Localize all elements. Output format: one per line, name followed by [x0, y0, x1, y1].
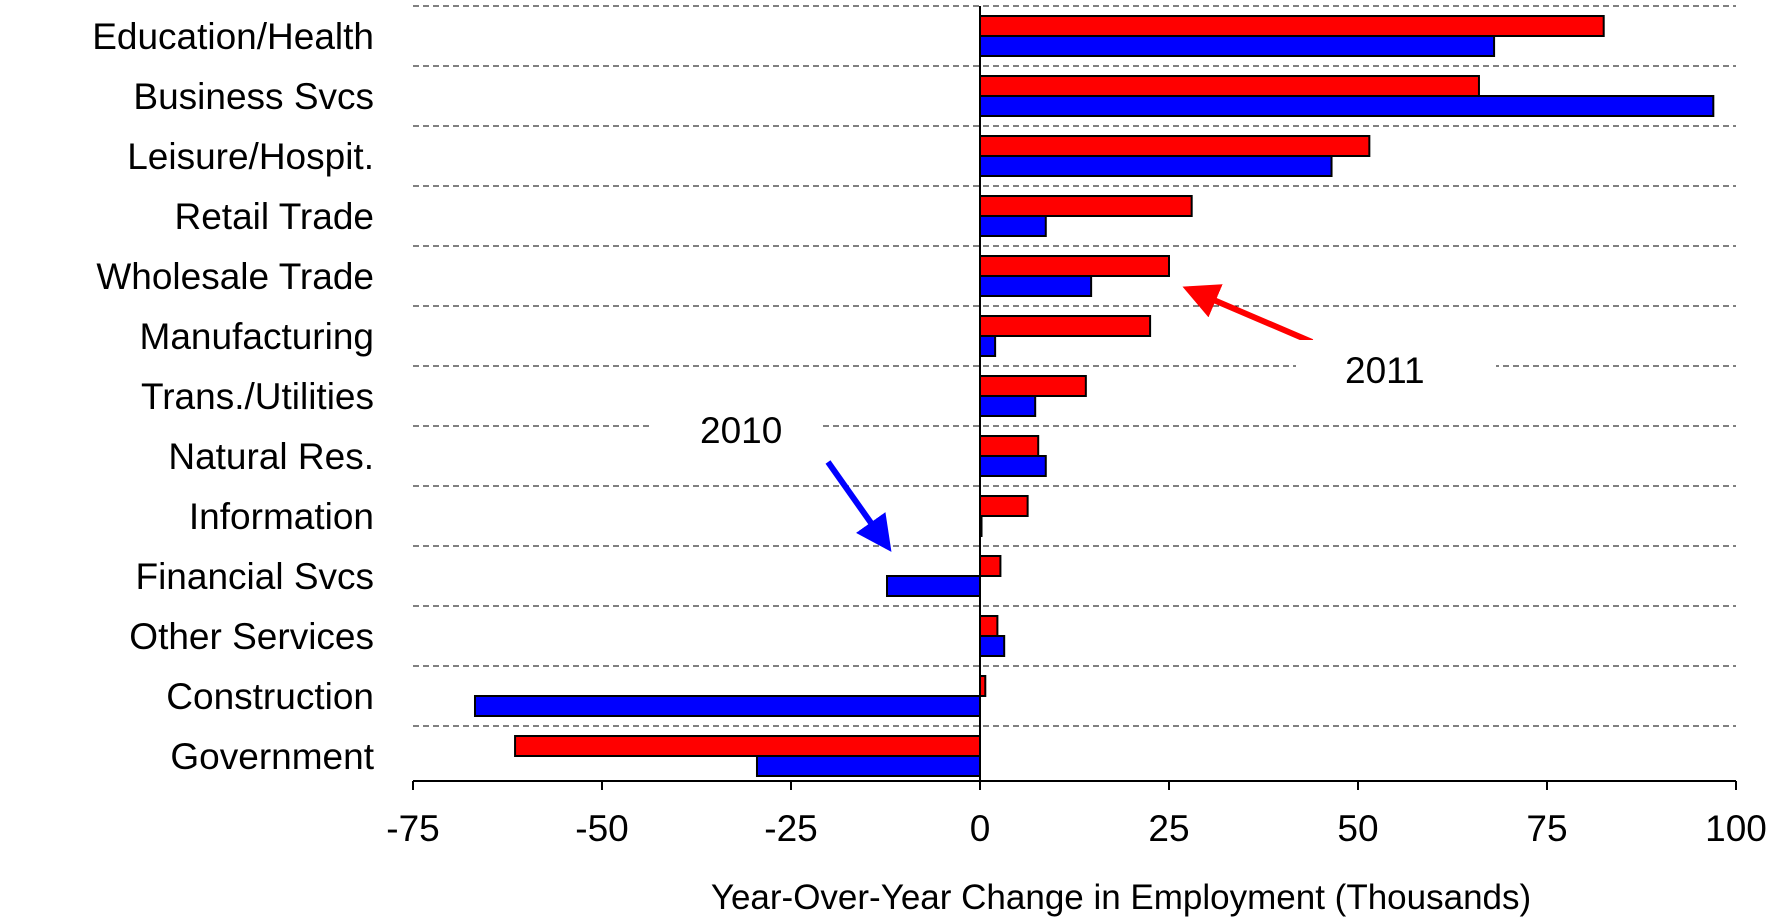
x-tick-label: -25: [764, 808, 817, 849]
category-label: Wholesale Trade: [96, 256, 374, 297]
category-label: Education/Health: [92, 16, 374, 57]
x-tick-label: -50: [575, 808, 628, 849]
bar-2011-retail-trade: [979, 195, 1193, 217]
bar-2010-leisure-hospit-: [979, 155, 1333, 177]
bar-2011-information: [979, 495, 1029, 517]
x-axis-title: Year-Over-Year Change in Employment (Tho…: [711, 878, 1531, 917]
annotation-2011-text: 2011: [1345, 350, 1425, 391]
category-label: Manufacturing: [140, 316, 374, 357]
category-label: Business Svcs: [133, 76, 374, 117]
x-tick-label: 0: [970, 808, 991, 849]
x-tick-label: 75: [1526, 808, 1567, 849]
category-label: Government: [170, 736, 374, 777]
bar-2010-wholesale-trade: [979, 275, 1093, 297]
bar-2010-trans-utilities: [979, 395, 1037, 417]
bar-2010-natural-res-: [979, 455, 1047, 477]
category-label: Natural Res.: [168, 436, 374, 477]
annotation-arrow-2010: [825, 460, 892, 552]
category-label: Other Services: [129, 616, 374, 657]
bar-2010-business-svcs: [979, 95, 1715, 117]
bar-2011-trans-utilities: [979, 375, 1087, 397]
bar-2010-manufacturing: [979, 335, 997, 357]
category-label: Leisure/Hospit.: [127, 136, 374, 177]
bar-2011-education-health: [979, 15, 1605, 37]
gridlines: [413, 5, 1736, 727]
category-label: Retail Trade: [175, 196, 375, 237]
annotation-2010-text: 2010: [700, 410, 782, 451]
x-tick-label: 50: [1337, 808, 1378, 849]
bar-2011-other-services: [979, 615, 999, 637]
category-label: Trans./Utilities: [141, 376, 374, 417]
bar-2010-financial-svcs: [886, 575, 982, 597]
bar-2011-natural-res-: [979, 435, 1040, 457]
bar-2010-construction: [473, 695, 981, 717]
bar-2010-education-health: [979, 35, 1496, 57]
category-label: Information: [189, 496, 374, 537]
annotation-2010: 2010: [652, 400, 892, 552]
bar-2011-business-svcs: [979, 75, 1480, 97]
annotation-2011: 2011: [1182, 284, 1496, 400]
bar-2010-retail-trade: [979, 215, 1047, 237]
bar-2010-government: [755, 755, 981, 777]
bar-2010-other-services: [979, 635, 1006, 657]
bar-2011-government: [514, 735, 981, 757]
bar-2011-manufacturing: [979, 315, 1152, 337]
annotation-2011-mask: [1296, 340, 1496, 400]
category-label: Construction: [166, 676, 374, 717]
category-label: Financial Svcs: [135, 556, 374, 597]
x-tick-label: 100: [1705, 808, 1767, 849]
bar-2011-financial-svcs: [979, 555, 1002, 577]
bar-2011-wholesale-trade: [979, 255, 1170, 277]
annotation-2010-mask: [652, 400, 822, 460]
annotation-arrow-2011: [1182, 284, 1314, 345]
category-labels: Education/Health Business Svcs Leisure/Hos…: [92, 16, 375, 777]
x-axis: -75 -50 -25 0 25 50 75 100: [386, 6, 1767, 849]
x-tick-label: -75: [386, 808, 439, 849]
bar-2011-leisure-hospit-: [979, 135, 1371, 157]
x-tick-label: 25: [1148, 808, 1189, 849]
bars: [473, 15, 1715, 777]
